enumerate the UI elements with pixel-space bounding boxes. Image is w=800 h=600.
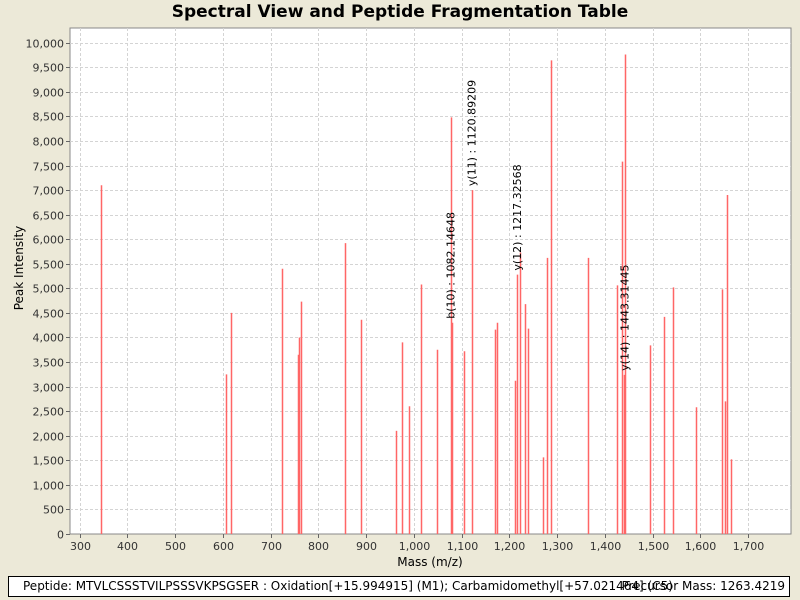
y-tick-label: 2,000: [33, 431, 65, 444]
x-tick-label: 1,600: [685, 540, 717, 553]
grid-lines: [70, 28, 791, 534]
x-tick-label: 1,500: [638, 540, 670, 553]
y-tick-label: 1,500: [33, 455, 65, 468]
x-tick-label: 1,400: [590, 540, 622, 553]
x-tick-label: 1,000: [399, 540, 431, 553]
y-tick-label: 9,000: [33, 87, 65, 100]
y-tick-label: 8,500: [33, 111, 65, 124]
y-tick-label: 1,000: [33, 480, 65, 493]
plot-area: [69, 27, 792, 535]
chart-title: Spectral View and Peptide Fragmentation …: [171, 2, 629, 22]
y-tick-label: 5,500: [33, 259, 65, 272]
y-tick-label: 3,000: [33, 382, 65, 395]
x-tick-label: 600: [213, 540, 234, 553]
y-tick-label: 0: [57, 529, 64, 542]
peptide-info-bar: Peptide: MTVLCSSSTVILPSSSVKPSGSER : Oxid…: [8, 576, 790, 597]
x-tick-label: 900: [356, 540, 377, 553]
peak-annotations: b(10) : 1082.14648 y(11) : 1120.89209 y(12…: [445, 80, 632, 371]
x-axis-label: Mass (m/z): [397, 555, 462, 569]
y-tick-label: 5,000: [33, 283, 65, 296]
y-tick-label: 4,000: [33, 332, 65, 345]
x-tick-label: 1,200: [494, 540, 526, 553]
x-tick-label: 1,100: [447, 540, 479, 553]
y-tick-label: 6,000: [33, 234, 65, 247]
precursor-mass: Precursor Mass: 1263.4219: [621, 579, 785, 593]
x-tick-label: 500: [165, 540, 186, 553]
y-tick-label: 4,500: [33, 308, 65, 321]
y-tick-label: 8,000: [33, 136, 65, 149]
x-tick-label: 800: [308, 540, 329, 553]
peak-annotation-label: b(10) : 1082.14648: [445, 212, 458, 319]
peak-annotation-label: y(14) : 1443.31445: [618, 265, 631, 371]
y-tick-label: 7,000: [33, 185, 65, 198]
peak-annotation-label: y(11) : 1120.89209: [466, 80, 479, 186]
y-tick-label: 9,500: [33, 62, 65, 75]
y-axis-label: Peak Intensity: [12, 226, 26, 311]
y-tick-label: 500: [43, 504, 64, 517]
x-tick-label: 700: [261, 540, 282, 553]
peak-annotation-label: y(12) : 1217.32568: [511, 164, 524, 270]
y-tick-label: 10,000: [26, 38, 65, 51]
x-tick-label: 300: [70, 540, 91, 553]
x-tick-label: 1,300: [542, 540, 574, 553]
y-tick-label: 2,500: [33, 406, 65, 419]
y-tick-label: 3,500: [33, 357, 65, 370]
y-tick-label: 6,500: [33, 210, 65, 223]
x-tick-label: 1,700: [733, 540, 765, 553]
axes: 0 500 1,000 1,500 2,000 2,500 3,000 3,500 4,000 4…: [26, 38, 765, 554]
peak-series: [100, 54, 733, 534]
y-tick-label: 7,500: [33, 161, 65, 174]
spectrum-chart: b(10) : 1082.14648 y(11) : 1120.89209 y(12…: [12, 27, 792, 569]
x-tick-label: 400: [117, 540, 138, 553]
peptide-sequence: Peptide: MTVLCSSSTVILPSSSVKPSGSER : Oxid…: [23, 579, 673, 593]
